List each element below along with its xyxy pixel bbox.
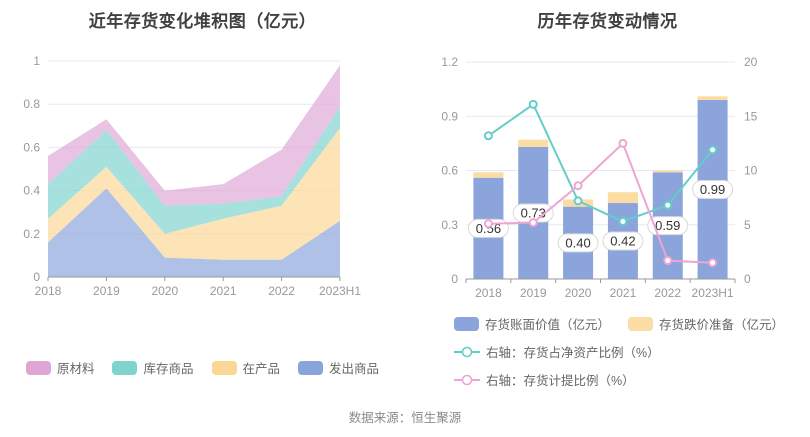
legend-label: 存货账面价值（亿元） (485, 318, 611, 332)
legend-label: 右轴：存货占净资产比例（%） (486, 346, 660, 360)
x-tick-label: 2018 (35, 284, 62, 298)
bar-value-label-bubble (647, 216, 689, 236)
left-y-tick-label: 0.3 (441, 218, 458, 232)
legend-swatch-icon (112, 360, 138, 375)
left-y-tick-label: 1.2 (441, 55, 458, 69)
left-chart-title: 近年存货变化堆积图（亿元） (88, 12, 317, 31)
legend-swatch-icon (628, 316, 654, 331)
x-tick-label: 2019 (520, 286, 547, 300)
legend-item-area-series-2[interactable]: 库存商品 (112, 358, 194, 377)
y-tick-label: 0.2 (23, 227, 40, 241)
bar-provision-2021[interactable] (607, 192, 638, 204)
legend-label: 存货跌价准备（亿元） (659, 318, 785, 332)
right-y-tick-label: 5 (744, 218, 751, 232)
legend-label: 库存商品 (143, 362, 194, 376)
left-y-tick-label: 0.6 (441, 164, 458, 178)
bar-provision-2018[interactable] (473, 172, 504, 178)
line-point-0-2020[interactable] (573, 196, 583, 206)
area-band-1[interactable] (48, 128, 340, 260)
line-point-0-2019[interactable] (528, 99, 538, 109)
legend-swatch-icon (211, 360, 237, 375)
legend-item-bar-series-0[interactable]: 存货账面价值（亿元） (454, 314, 610, 333)
x-tick-label: 2022 (268, 284, 295, 298)
legend-label: 发出商品 (329, 362, 380, 376)
legend-label: 右轴：存货计提比例（%） (486, 374, 635, 388)
line-marker-icon (454, 346, 480, 357)
y-tick-label: 1 (33, 54, 40, 68)
area-band-0[interactable] (48, 188, 340, 277)
legend-item-area-series-1[interactable]: 在产品 (211, 358, 281, 377)
line-point-1-2018[interactable] (483, 219, 493, 229)
legend-item-area-series-3[interactable]: 原材料 (25, 358, 95, 377)
x-tick-label: 2021 (610, 286, 637, 300)
legend-swatch-icon (454, 316, 479, 331)
right-y-tick-label: 20 (744, 55, 758, 69)
area-band-3[interactable] (48, 65, 340, 206)
y-tick-label: 0.4 (23, 184, 40, 198)
x-tick-label: 2018 (475, 286, 502, 300)
legend-item-area-series-0[interactable]: 发出商品 (298, 358, 379, 377)
bar-value-label-bubble (692, 179, 734, 199)
x-tick-label: 2020 (565, 286, 592, 300)
bar-value-label-bubble (557, 233, 599, 253)
right-chart-title: 历年存货变动情况 (537, 12, 678, 31)
y-tick-label: 0 (33, 270, 40, 284)
line-point-1-2023H1[interactable] (708, 258, 718, 268)
line-point-1-2022[interactable] (663, 256, 673, 266)
bar-provision-2022[interactable] (652, 170, 683, 173)
stacked-area-plot: 2018 2019 2020 2021 2022 2023H1 0 0.2 0.4 0.6 0.8 1 (23, 54, 361, 298)
bar-value-label: 0.59 (655, 218, 680, 233)
line-point-0-2021[interactable] (618, 216, 628, 226)
legend-label: 在产品 (242, 362, 281, 376)
y-tick-label: 0.8 (23, 97, 40, 111)
line-marker-icon (454, 374, 480, 385)
data-source-note: 数据来源：恒生聚源 (348, 411, 462, 425)
x-tick-label: 2021 (210, 284, 237, 298)
bar-value-label: 0.42 (610, 234, 635, 249)
line-point-1-2019[interactable] (528, 218, 538, 228)
line-series-1[interactable] (488, 141, 713, 264)
x-tick-label: 2022 (654, 286, 681, 300)
left-y-tick-label: 0.9 (441, 109, 458, 123)
legend-label: 原材料 (56, 362, 95, 376)
bar-value-label: 0.40 (565, 235, 590, 250)
legend-swatch-icon (25, 360, 51, 375)
bar-provision-2019[interactable] (518, 139, 549, 147)
left-chart-legend: 原材料 库存商品 在产品 发出商品 (0, 358, 405, 377)
bar-provision-2023H1[interactable] (697, 96, 728, 100)
x-tick-label: 2023H1 (319, 284, 361, 298)
area-band-2[interactable] (48, 106, 340, 234)
legend-swatch-icon (298, 360, 324, 375)
legend-item-line-series-1[interactable]: 右轴：存货计提比例（%） (454, 370, 635, 389)
line-point-0-2018[interactable] (483, 131, 493, 141)
line-point-1-2020[interactable] (573, 181, 583, 191)
bar-value-label: 0.56 (476, 221, 501, 236)
x-tick-label: 2023H1 (692, 286, 734, 300)
right-y-tick-label: 15 (744, 109, 758, 123)
x-tick-label: 2019 (93, 284, 120, 298)
x-tick-label: 2020 (151, 284, 178, 298)
bar-value-label: 0.99 (700, 182, 725, 197)
legend-item-line-series-0[interactable]: 右轴：存货占净资产比例（%） (454, 342, 660, 361)
legend-item-bar-series-1[interactable]: 存货跌价准备（亿元） (628, 314, 784, 333)
right-chart-legend: 存货账面价值（亿元） 存货跌价准备（亿元） 右轴：存货占净资产比例（%） 右轴：存货计… (454, 314, 784, 389)
y-tick-label: 0.6 (23, 140, 40, 154)
bar-value-label-bubble (602, 231, 644, 251)
line-point-1-2021[interactable] (618, 138, 628, 148)
legend-row-bars: 存货账面价值（亿元） 存货跌价准备（亿元） (454, 314, 784, 333)
left-y-tick-label: 0 (451, 272, 458, 286)
line-point-0-2023H1[interactable] (708, 145, 718, 155)
right-y-tick-label: 10 (744, 164, 758, 178)
right-y-tick-label: 0 (744, 272, 751, 286)
line-point-0-2022[interactable] (663, 200, 673, 210)
line-series-0[interactable] (487, 102, 714, 223)
